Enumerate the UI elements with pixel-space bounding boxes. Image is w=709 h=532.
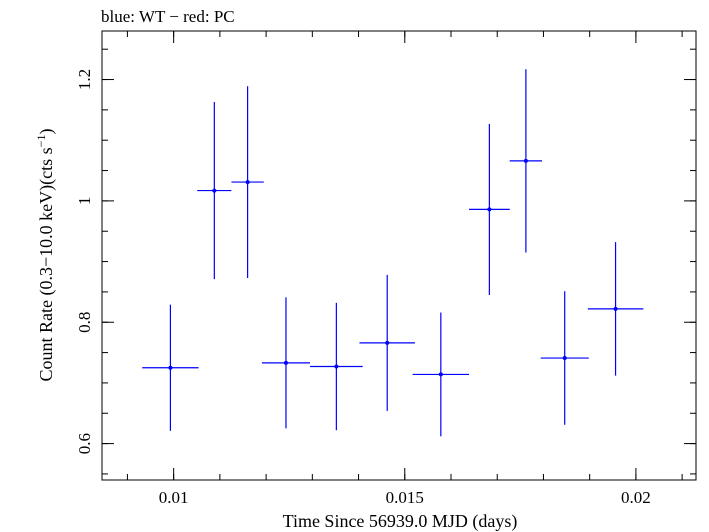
data-marker bbox=[245, 180, 250, 185]
data-point bbox=[587, 242, 644, 376]
y-tick-label: 1 bbox=[75, 197, 94, 206]
data-point bbox=[142, 304, 199, 431]
y-axis-label-superscript: −1 bbox=[34, 135, 48, 148]
legend-text: blue: WT − red: PC bbox=[101, 7, 235, 26]
data-points bbox=[142, 69, 644, 437]
data-point bbox=[359, 274, 415, 411]
data-point bbox=[310, 302, 363, 431]
x-axis-label: Time Since 56939.0 MJD (days) bbox=[283, 511, 518, 532]
data-marker bbox=[487, 207, 492, 212]
data-marker bbox=[523, 158, 528, 163]
y-axis-label-close: ) bbox=[36, 129, 57, 135]
y-tick-label: 0.6 bbox=[75, 433, 94, 454]
data-point bbox=[197, 101, 232, 280]
y-tick-label: 1.2 bbox=[75, 69, 94, 90]
y-axis-label: Count Rate (0.3−10.0 keV)(cts s−1) bbox=[34, 129, 57, 382]
data-marker bbox=[212, 188, 217, 193]
x-tick-label: 0.02 bbox=[621, 488, 651, 507]
plot-frame bbox=[101, 30, 697, 481]
data-point bbox=[509, 69, 543, 253]
data-marker bbox=[334, 364, 339, 369]
y-tick-label: 0.8 bbox=[75, 312, 94, 333]
data-point bbox=[469, 123, 510, 295]
data-point bbox=[540, 291, 589, 425]
x-tick-label: 0.01 bbox=[159, 488, 189, 507]
data-marker bbox=[385, 340, 390, 345]
data-point bbox=[231, 86, 264, 278]
data-point bbox=[261, 297, 311, 429]
axis-tick-labels: 0.01 0.015 0.02 0.6 0.8 1 1.2 bbox=[75, 69, 651, 507]
data-marker bbox=[613, 306, 618, 311]
axis-ticks bbox=[102, 31, 696, 480]
x-tick-label: 0.015 bbox=[386, 488, 424, 507]
data-point bbox=[412, 312, 470, 437]
y-axis-label-main: Count Rate (0.3−10.0 keV)(cts s bbox=[36, 147, 57, 381]
data-marker bbox=[438, 372, 443, 377]
data-marker bbox=[168, 365, 173, 370]
data-marker bbox=[283, 360, 288, 365]
data-marker bbox=[562, 356, 567, 361]
